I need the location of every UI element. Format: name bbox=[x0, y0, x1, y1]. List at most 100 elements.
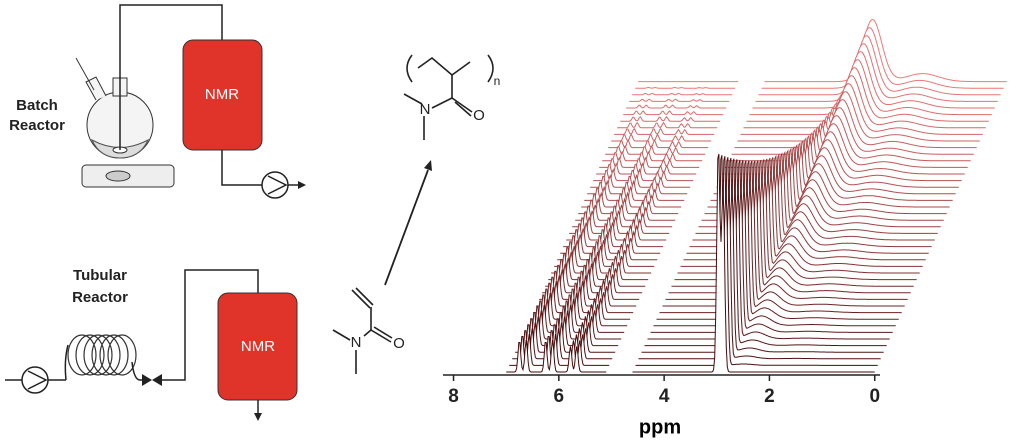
reaction-arrow bbox=[384, 169, 429, 286]
trace-backdrop bbox=[611, 134, 712, 147]
spectrum-trace bbox=[755, 43, 998, 102]
trace-backdrop bbox=[584, 187, 685, 207]
spectrum-trace bbox=[749, 59, 992, 116]
spectrum-trace bbox=[752, 51, 995, 109]
spectrum-trace bbox=[746, 67, 989, 122]
spectrum-trace bbox=[674, 159, 917, 281]
trace-backdrop bbox=[581, 193, 682, 213]
spectrum-trace bbox=[650, 159, 893, 333]
valve bbox=[142, 374, 162, 386]
x-axis-label: ppm bbox=[639, 416, 681, 438]
reactor-label: Batch bbox=[16, 97, 58, 114]
trace-backdrop bbox=[623, 111, 724, 121]
spectrum-trace bbox=[761, 27, 1004, 89]
pipe bbox=[221, 150, 262, 186]
reactor-label: Reactor bbox=[72, 289, 128, 306]
trace-backdrop bbox=[578, 199, 679, 220]
trace-backdrop bbox=[704, 149, 947, 220]
reactor-label: Tubular bbox=[73, 267, 127, 284]
trace-backdrop bbox=[635, 87, 736, 95]
trace-backdrop bbox=[599, 157, 700, 174]
reactor-label: Reactor bbox=[9, 117, 65, 134]
trace-backdrop bbox=[602, 152, 703, 167]
flask-side-neck bbox=[85, 76, 107, 101]
trace-backdrop bbox=[698, 152, 941, 233]
spectrum-trace bbox=[653, 159, 896, 327]
spectrum-trace bbox=[665, 160, 908, 300]
trace-backdrop bbox=[707, 147, 950, 213]
monomer-structure bbox=[332, 287, 393, 374]
trace-backdrop bbox=[701, 151, 944, 227]
spectrum-trace bbox=[743, 75, 986, 129]
x-tick-label: 8 bbox=[448, 386, 459, 407]
spectra bbox=[506, 19, 1007, 378]
trace-backdrop bbox=[590, 175, 691, 194]
arrow-head bbox=[254, 413, 262, 421]
trace-backdrop bbox=[620, 116, 721, 128]
trace-backdrop bbox=[506, 340, 607, 378]
spectrum-trace bbox=[764, 19, 1007, 83]
spectrum-trace bbox=[740, 83, 983, 135]
trace-backdrop bbox=[608, 140, 709, 154]
tubular-reactor: Tubular Reactor NMR bbox=[5, 267, 298, 421]
atom-label: N bbox=[351, 334, 362, 351]
spectrum-trace bbox=[506, 339, 607, 373]
trace-backdrop bbox=[596, 163, 697, 180]
spectrum-trace bbox=[635, 155, 878, 366]
pump-symbol bbox=[267, 175, 288, 195]
pipe bbox=[162, 269, 259, 381]
trace-backdrop bbox=[572, 210, 673, 233]
spectrum-trace bbox=[641, 157, 884, 353]
nmr-label: NMR bbox=[205, 86, 239, 103]
spectrum-trace bbox=[647, 158, 890, 340]
trace-backdrop bbox=[605, 146, 706, 161]
atom-label: N bbox=[420, 101, 431, 118]
stirrer-knob bbox=[105, 170, 131, 182]
nmr-label: NMR bbox=[241, 338, 275, 355]
spectrum-trace bbox=[659, 160, 902, 314]
x-tick-label: 0 bbox=[869, 386, 880, 407]
pipe bbox=[48, 344, 69, 381]
spectrum-trace bbox=[734, 99, 977, 149]
needle bbox=[75, 57, 95, 91]
pump bbox=[21, 366, 49, 394]
polymer-structure bbox=[403, 54, 494, 140]
spectrum-trace bbox=[617, 121, 718, 129]
pipe bbox=[131, 361, 145, 381]
x-tick-label: 2 bbox=[764, 386, 775, 407]
trace-backdrop bbox=[575, 204, 676, 227]
coil bbox=[67, 334, 137, 376]
spectrum-trace bbox=[632, 92, 733, 96]
spectrum-trace bbox=[671, 160, 914, 287]
x-tick-label: 4 bbox=[659, 386, 670, 407]
trace-backdrop bbox=[710, 145, 953, 207]
spectrum-trace bbox=[737, 91, 980, 142]
spectrum-trace bbox=[638, 156, 881, 360]
spectrum-trace bbox=[632, 153, 875, 373]
spectrum-trace bbox=[626, 104, 727, 109]
trace-backdrop bbox=[638, 81, 739, 88]
atom-label: O bbox=[393, 335, 405, 352]
spectrum-trace bbox=[635, 86, 736, 89]
trace-backdrop bbox=[617, 122, 718, 134]
trace-backdrop bbox=[587, 181, 688, 200]
spectrum-trace bbox=[620, 116, 721, 122]
atom-label: O bbox=[473, 107, 485, 124]
repeat-label: n bbox=[494, 74, 501, 88]
spectrum-trace bbox=[644, 157, 887, 347]
spectrum-trace bbox=[758, 35, 1001, 96]
spectrum-trace bbox=[629, 98, 730, 102]
spectrum-trace bbox=[623, 110, 724, 116]
trace-backdrop bbox=[629, 99, 730, 108]
batch-reactor: NMR Batch Reactor bbox=[9, 4, 306, 199]
arrow-head bbox=[424, 160, 432, 171]
trace-backdrop bbox=[593, 169, 694, 187]
pipe bbox=[119, 4, 223, 150]
arrow-head bbox=[298, 181, 306, 189]
spectrum-trace bbox=[662, 160, 905, 307]
pump-symbol bbox=[27, 370, 48, 390]
spectrum-trace bbox=[656, 160, 899, 320]
x-tick-label: 6 bbox=[554, 386, 565, 407]
trace-backdrop bbox=[626, 105, 727, 114]
